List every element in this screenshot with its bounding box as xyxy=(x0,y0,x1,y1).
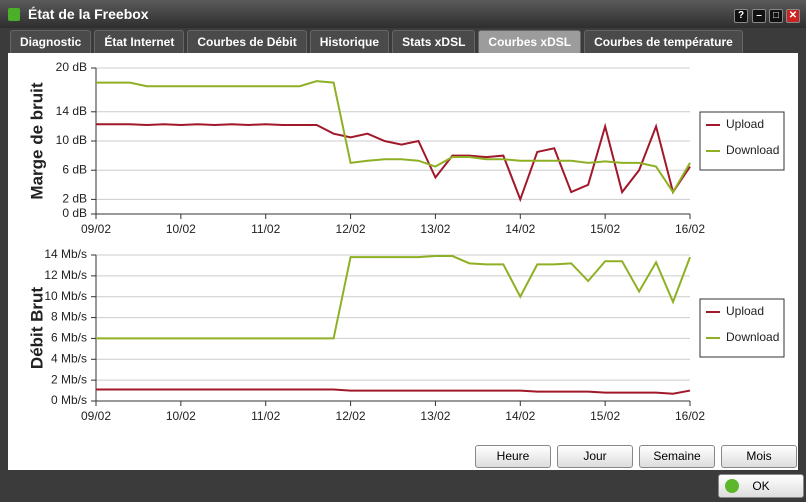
x-tick-label: 16/02 xyxy=(675,409,705,423)
x-tick-label: 12/02 xyxy=(336,409,366,423)
help-button[interactable]: ? xyxy=(734,9,748,23)
x-tick-label: 11/02 xyxy=(251,409,280,423)
y-tick-label: 20 dB xyxy=(56,60,87,74)
legend-box xyxy=(699,298,785,358)
tab[interactable]: Courbes de température xyxy=(584,30,743,53)
series-line xyxy=(96,388,691,395)
window-title: État de la Freebox xyxy=(28,6,149,22)
x-tick-label: 11/02 xyxy=(251,222,280,236)
y-tick-label: 14 Mb/s xyxy=(44,247,87,261)
y-tick-label: 10 dB xyxy=(56,133,87,147)
maximize-button[interactable]: □ xyxy=(769,9,783,23)
x-tick-label: 12/02 xyxy=(336,222,366,236)
title-bar: État de la Freebox ? – □ ✕ xyxy=(0,0,806,28)
y-tick-label: 0 dB xyxy=(62,206,87,220)
range-button[interactable]: Semaine xyxy=(639,445,715,468)
range-button[interactable]: Heure xyxy=(475,445,551,468)
x-tick-label: 16/02 xyxy=(675,222,705,236)
range-buttons: Heure Jour Semaine Mois xyxy=(475,445,797,468)
range-button[interactable]: Jour xyxy=(557,445,633,468)
tab[interactable]: État Internet xyxy=(94,30,185,53)
series-line xyxy=(96,122,691,203)
tab[interactable]: Stats xDSL xyxy=(392,30,476,53)
x-tick-label: 15/02 xyxy=(590,222,620,236)
x-tick-label: 10/02 xyxy=(166,409,196,423)
y-tick-label: 14 dB xyxy=(56,104,87,118)
y-tick-label: 2 Mb/s xyxy=(51,372,87,386)
minimize-button[interactable]: – xyxy=(752,9,766,23)
x-tick-label: 09/02 xyxy=(81,409,111,423)
series-line xyxy=(96,255,691,340)
ok-label: OK xyxy=(752,479,770,493)
x-tick-label: 09/02 xyxy=(81,222,111,236)
y-axis-title: Marge de bruit xyxy=(27,82,46,199)
tab[interactable]: Courbes de Débit xyxy=(187,30,307,53)
legend-box xyxy=(699,111,785,171)
y-tick-label: 4 Mb/s xyxy=(51,351,87,365)
y-tick-label: 6 Mb/s xyxy=(51,331,87,345)
legend-label: Upload xyxy=(726,304,764,318)
x-tick-label: 10/02 xyxy=(166,222,196,236)
tab-bar: Diagnostic État Internet Courbes de Débit H… xyxy=(10,30,743,53)
y-tick-label: 6 dB xyxy=(62,162,87,176)
legend-label: Download xyxy=(726,143,779,157)
ok-button[interactable]: OK xyxy=(718,474,804,498)
x-tick-label: 13/02 xyxy=(420,222,450,236)
y-tick-label: 2 dB xyxy=(62,192,87,206)
x-tick-label: 15/02 xyxy=(590,409,620,423)
y-axis-title: Débit Brut xyxy=(27,287,46,370)
legend-label: Download xyxy=(726,330,779,344)
y-tick-label: 8 Mb/s xyxy=(51,310,87,324)
tab[interactable]: Diagnostic xyxy=(10,30,92,53)
app-icon xyxy=(8,8,20,21)
y-tick-label: 0 Mb/s xyxy=(51,393,87,407)
series-line xyxy=(96,80,691,194)
x-tick-label: 13/02 xyxy=(420,409,450,423)
y-tick-label: 10 Mb/s xyxy=(44,289,87,303)
legend-label: Upload xyxy=(726,117,764,131)
y-tick-label: 12 Mb/s xyxy=(44,268,87,282)
tab[interactable]: Courbes xDSL xyxy=(478,30,582,53)
close-button[interactable]: ✕ xyxy=(786,9,800,23)
x-tick-label: 14/02 xyxy=(505,222,535,236)
x-tick-label: 14/02 xyxy=(505,409,535,423)
tab[interactable]: Historique xyxy=(309,30,390,53)
range-button[interactable]: Mois xyxy=(721,445,797,468)
